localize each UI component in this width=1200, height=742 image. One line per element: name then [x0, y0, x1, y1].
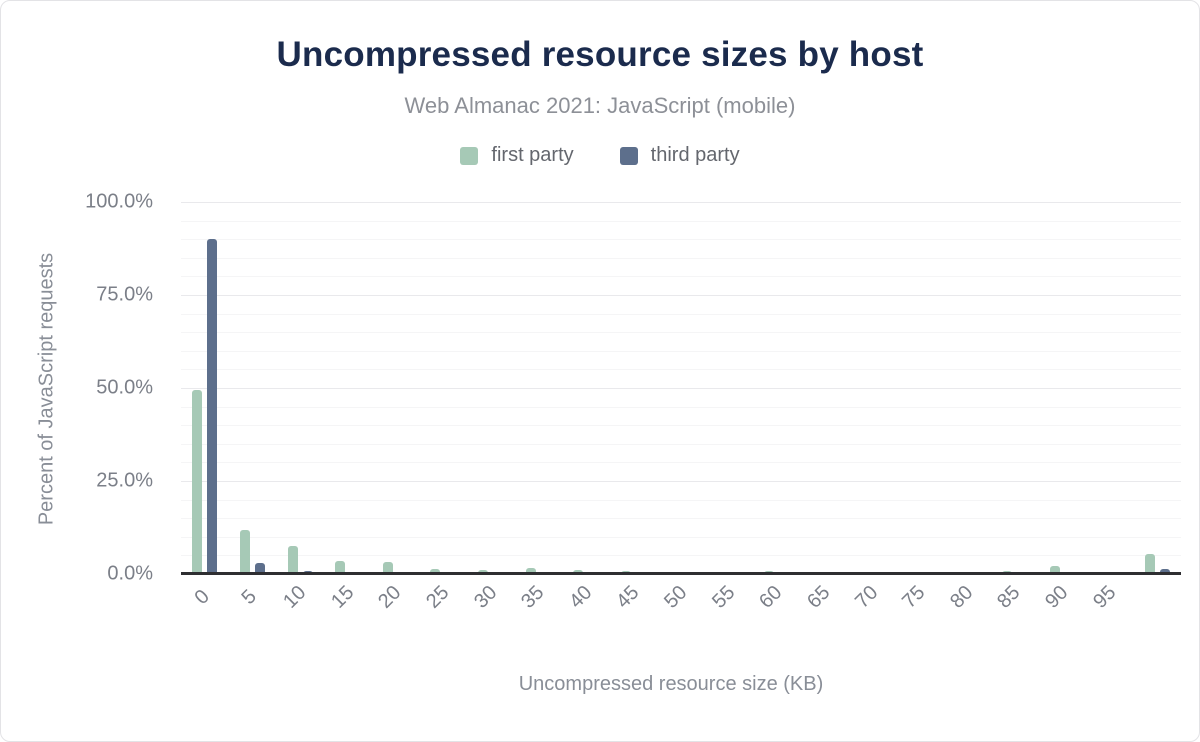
- y-axis: 100.0% 75.0% 50.0% 25.0% 0.0%: [1, 191, 167, 585]
- bar-group-0: 0: [181, 202, 229, 609]
- bar-group-35: 35: [514, 202, 562, 613]
- chart-subtitle: Web Almanac 2021: JavaScript (mobile): [404, 93, 796, 118]
- gridline-minor: [181, 406, 1181, 408]
- gridline-minor: [181, 257, 1181, 259]
- bar-first-party-15: [335, 560, 346, 574]
- chart-title: Uncompressed resource sizes by host: [276, 35, 924, 74]
- gridline-minor: [181, 220, 1181, 222]
- bar-group-10: 10: [276, 202, 324, 613]
- gridline-minor: [181, 518, 1181, 520]
- bar-first-party-0: [192, 390, 203, 574]
- bar-group-45: 45: [610, 202, 658, 613]
- bar-third-party-last: [1159, 569, 1170, 574]
- gridline-minor: [181, 239, 1181, 241]
- bar-third-party-5: [254, 563, 265, 574]
- bar-group-70: 70: [848, 202, 896, 613]
- bar-group-50: 50: [657, 202, 705, 613]
- x-tick-label: 65: [803, 581, 835, 613]
- x-tick-label: 55: [707, 581, 740, 613]
- bar-group-75: 75: [895, 202, 943, 613]
- bar-groups: 0 5 10 15 20 25 30 35 40 45 50 55 60 65 70 75 80 85 90 95: [181, 202, 1182, 613]
- bar-first-party-last: [1144, 553, 1155, 574]
- bar-group-25: 25: [419, 202, 467, 613]
- gridline-minor: [181, 536, 1181, 538]
- legend: first party third party: [1, 144, 1199, 167]
- gridline-minor: [181, 555, 1181, 557]
- bar-first-party-10: [287, 545, 298, 574]
- gridline-minor: [181, 350, 1181, 352]
- legend-item-third-party: third party: [619, 144, 740, 167]
- x-tick-label: 20: [374, 581, 406, 613]
- gridline-major: [181, 388, 1181, 389]
- bar-group-30: 30: [467, 202, 515, 613]
- bar-first-party-30: [478, 569, 489, 574]
- y-tick-label: 50.0%: [96, 376, 153, 399]
- x-tick-label: 45: [612, 581, 644, 613]
- bar-group-20: 20: [372, 202, 420, 613]
- bar-first-party-5: [239, 530, 250, 574]
- legend-label: third party: [650, 144, 740, 166]
- bar-first-party-25: [430, 568, 441, 574]
- bar-group-85: 85: [991, 202, 1039, 613]
- y-tick-label: 25.0%: [96, 469, 153, 492]
- x-tick-label: 35: [517, 581, 549, 613]
- bar-group-95: 95: [1086, 202, 1134, 613]
- x-tick-label: 25: [422, 581, 454, 613]
- x-tick-label: 15: [326, 581, 359, 613]
- y-tick-label: 0.0%: [107, 562, 153, 585]
- gridline-minor: [181, 313, 1181, 315]
- x-tick-label: 75: [898, 581, 930, 613]
- x-tick-label: 90: [1041, 581, 1073, 613]
- x-tick-label: 30: [469, 581, 501, 613]
- bar-group-last: [1134, 202, 1182, 574]
- x-tick-label: 85: [993, 581, 1025, 613]
- legend-label: first party: [491, 144, 574, 166]
- gridline-major: [181, 295, 1181, 296]
- gridline-major: [181, 202, 1181, 203]
- plot-area: 0 5 10 15 20 25 30 35 40 45 50 55 60 65 70 75 80 85 90 95: [181, 202, 1182, 613]
- x-axis-line: [181, 572, 1181, 575]
- x-tick-label: 5: [237, 585, 262, 609]
- x-tick-label: 95: [1088, 581, 1121, 613]
- bar-first-party-35: [525, 568, 536, 574]
- x-axis-title: Uncompressed resource size (KB): [518, 673, 824, 695]
- bar-group-55: 55: [705, 202, 753, 613]
- bar-first-party-20: [382, 561, 393, 574]
- y-tick-label: 100.0%: [85, 190, 153, 213]
- bar-first-party-90: [1049, 565, 1060, 574]
- x-tick-label: 50: [660, 581, 692, 613]
- x-tick-label: 70: [850, 581, 882, 613]
- x-tick-label: 40: [564, 581, 597, 613]
- y-tick-label: 75.0%: [96, 283, 153, 306]
- x-tick-label: 0: [190, 585, 214, 609]
- legend-item-first-party: first party: [460, 144, 574, 167]
- gridline-minor: [181, 332, 1181, 334]
- gridline-minor: [181, 425, 1181, 427]
- legend-swatch-third-party: [619, 146, 638, 165]
- x-tick-label: 60: [755, 581, 787, 613]
- gridline-minor: [181, 462, 1181, 464]
- bar-third-party-0: [207, 239, 218, 574]
- gridline-minor: [181, 276, 1181, 278]
- gridline-minor: [181, 443, 1181, 445]
- bar-group-60: 60: [753, 202, 801, 613]
- bar-group-80: 80: [943, 202, 991, 613]
- legend-swatch-first-party: [460, 146, 479, 165]
- bar-group-15: 15: [324, 202, 372, 613]
- gridline-major: [181, 481, 1181, 482]
- bar-group-90: 90: [1038, 202, 1086, 613]
- x-tick-label: 80: [945, 581, 978, 613]
- x-tick-label: 10: [279, 581, 311, 613]
- bar-group-65: 65: [800, 202, 848, 613]
- bar-group-5: 5: [229, 202, 277, 609]
- bar-group-40: 40: [562, 202, 610, 613]
- gridline-minor: [181, 369, 1181, 371]
- gridline-minor: [181, 499, 1181, 501]
